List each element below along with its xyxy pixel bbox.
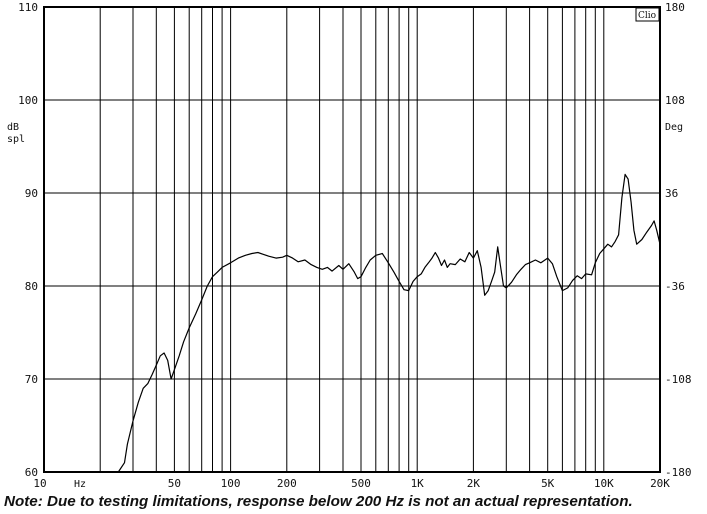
- x-tick-label: 200: [277, 477, 297, 490]
- y2-tick-label: 36: [665, 187, 678, 200]
- clio-badge-text: Clio: [638, 11, 656, 21]
- y-tick-label: 80: [25, 280, 38, 293]
- x-tick-label: 100: [221, 477, 241, 490]
- data-layer: [117, 173, 661, 473]
- y2-tick-label: 180: [665, 1, 685, 14]
- x-tick-label: 10: [33, 477, 46, 490]
- x-tick-label: 2K: [467, 477, 481, 490]
- grid: [43, 6, 661, 473]
- x-tick-label: 1K: [411, 477, 425, 490]
- y2-tick-label: -180: [665, 466, 692, 479]
- x-tick-label: 5K: [541, 477, 555, 490]
- y2-tick-label: -108: [665, 373, 692, 386]
- x-tick-label: 50: [168, 477, 181, 490]
- y2-tick-label: 108: [665, 94, 685, 107]
- x-tick-label: 500: [351, 477, 371, 490]
- y-axis-label-spl: spl: [7, 134, 25, 145]
- y-tick-label: 90: [25, 187, 38, 200]
- frequency-response-chart: 60 70 80 90 100 110 -180 -108 -36 36 108 180 10 50 100…: [7, 1, 692, 490]
- y2-axis-label: Deg: [665, 122, 683, 133]
- footnote: Note: Due to testing limitations, respon…: [4, 493, 633, 510]
- x-axis-unit-label: Hz: [74, 479, 86, 490]
- y-tick-label: 100: [18, 94, 38, 107]
- tick-labels: 60 70 80 90 100 110 -180 -108 -36 36 108 180 10 50 100…: [18, 1, 691, 490]
- y-tick-label: 60: [25, 466, 38, 479]
- clio-badge: Clio: [635, 7, 660, 22]
- response-curve: [117, 173, 661, 473]
- y-tick-label: 70: [25, 373, 38, 386]
- y-axis-label-db: dB: [7, 122, 19, 133]
- y-tick-label: 110: [18, 1, 38, 14]
- plot-frame: [43, 6, 661, 473]
- x-tick-label: 20K: [650, 477, 670, 490]
- x-tick-label: 10K: [594, 477, 614, 490]
- y2-tick-label: -36: [665, 280, 685, 293]
